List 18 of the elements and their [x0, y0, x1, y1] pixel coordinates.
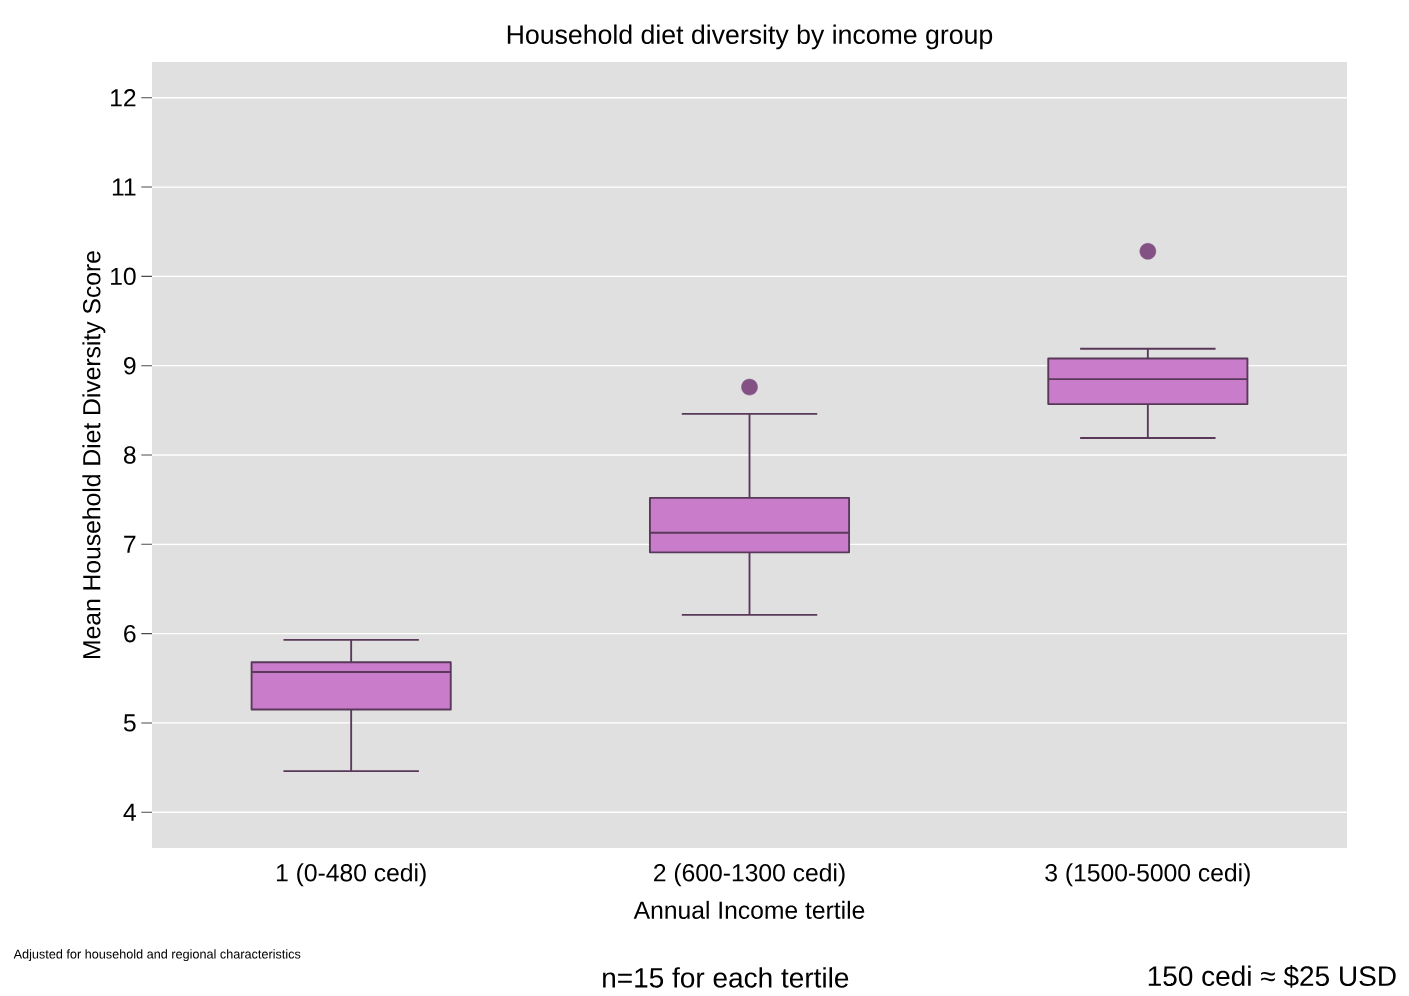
x-tick-label: 1 (0-480 cedi) [276, 863, 426, 887]
text: Adjusted for household and regional characteristics [13, 949, 301, 962]
chart-title: Household diet diversity by income group [507, 24, 993, 50]
x-axis-title: Annual Income tertile [633, 900, 865, 919]
y-axis-title: Mean Household Diet Diversity Score [82, 251, 106, 658]
y-tick-label: 5 [123, 714, 136, 732]
y-tick-label: 10 [111, 267, 136, 286]
y-tick-label: 8 [123, 446, 136, 464]
y-tick-label: 11 [112, 178, 136, 196]
text: n=15 for each tertile [603, 967, 849, 988]
x-tick-label: 3 (1500-5000 cedi) [1045, 863, 1250, 887]
y-tick-label: 9 [124, 356, 136, 375]
y-tick-label: 12 [111, 89, 136, 107]
y-tick-label: 6 [124, 624, 136, 643]
y-tick-label: 7 [124, 535, 136, 553]
y-tick-label: 4 [123, 803, 136, 821]
x-tick-label: 2 (600-1300 cedi) [654, 863, 845, 887]
text: 150 cedi ≈ $25 USD [1148, 965, 1396, 988]
